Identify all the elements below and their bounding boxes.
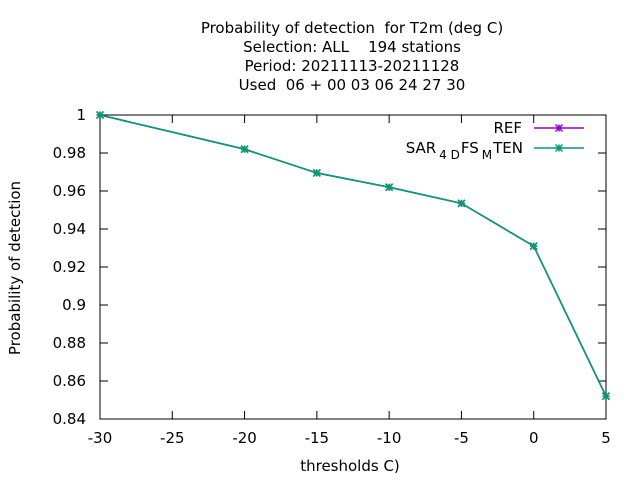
title-line-2: Selection: ALL 194 stations xyxy=(243,38,461,56)
series-group xyxy=(95,110,611,401)
y-tick-label: 0.84 xyxy=(53,410,86,428)
x-tick-label: 0 xyxy=(529,429,539,447)
legend-label-part: TEN xyxy=(492,139,523,157)
title-line-3: Period: 20211113-20211128 xyxy=(245,57,460,75)
x-tick-label: -15 xyxy=(305,429,330,447)
x-axis: -30 -25 -20 -15 -10 -5 0 5 xyxy=(88,115,611,447)
legend-label-part: M xyxy=(482,148,492,162)
series-line-1 xyxy=(99,114,607,397)
x-tick-label: -10 xyxy=(377,429,402,447)
y-axis-label: Probability of detection xyxy=(6,181,24,355)
data-point-series-2 xyxy=(385,183,394,192)
legend-label-ref: REF xyxy=(493,119,522,137)
x-tick-label: -30 xyxy=(88,429,113,447)
legend: REF SAR 4 DFS MTEN xyxy=(406,119,584,162)
title-line-1: Probability of detection for T2m (deg C) xyxy=(201,19,503,37)
y-axis: 0.84 0.86 0.88 0.9 0.92 0.94 0.96 0.98 1 xyxy=(53,106,606,428)
x-tick-label: -25 xyxy=(160,429,185,447)
data-point-series-2 xyxy=(312,168,321,177)
y-tick-label: 0.96 xyxy=(53,182,86,200)
x-tick-label: -20 xyxy=(232,429,257,447)
y-tick-label: 0.98 xyxy=(53,144,86,162)
legend-marker-sar xyxy=(554,143,564,153)
legend-marker-ref xyxy=(554,123,564,133)
x-tick-label: 5 xyxy=(601,429,611,447)
legend-label-sar: SAR 4 DFS MTEN xyxy=(406,139,523,162)
x-axis-label: thresholds C) xyxy=(300,457,400,475)
y-tick-label: 0.86 xyxy=(53,372,86,390)
legend-label-part: SAR xyxy=(406,139,436,157)
legend-label-part: 4 D xyxy=(439,148,460,162)
y-tick-label: 0.94 xyxy=(53,220,86,238)
title-line-4: Used 06 + 00 03 06 24 27 30 xyxy=(239,76,466,94)
series-line-2 xyxy=(99,114,607,397)
y-tick-label: 0.88 xyxy=(53,334,86,352)
data-point-series-2 xyxy=(601,392,611,401)
x-tick-label: -5 xyxy=(454,429,469,447)
legend-label-part: FS xyxy=(461,139,479,157)
data-point-series-2 xyxy=(529,242,538,251)
data-point-series-2 xyxy=(95,110,105,120)
chart-title: Probability of detection for T2m (deg C)… xyxy=(201,19,503,94)
data-point-series-2 xyxy=(457,199,466,208)
y-tick-label: 0.92 xyxy=(53,258,86,276)
y-tick-label: 0.9 xyxy=(62,296,86,314)
plot-frame xyxy=(99,114,607,420)
y-tick-label: 1 xyxy=(76,106,86,124)
data-point-series-2 xyxy=(240,145,249,154)
